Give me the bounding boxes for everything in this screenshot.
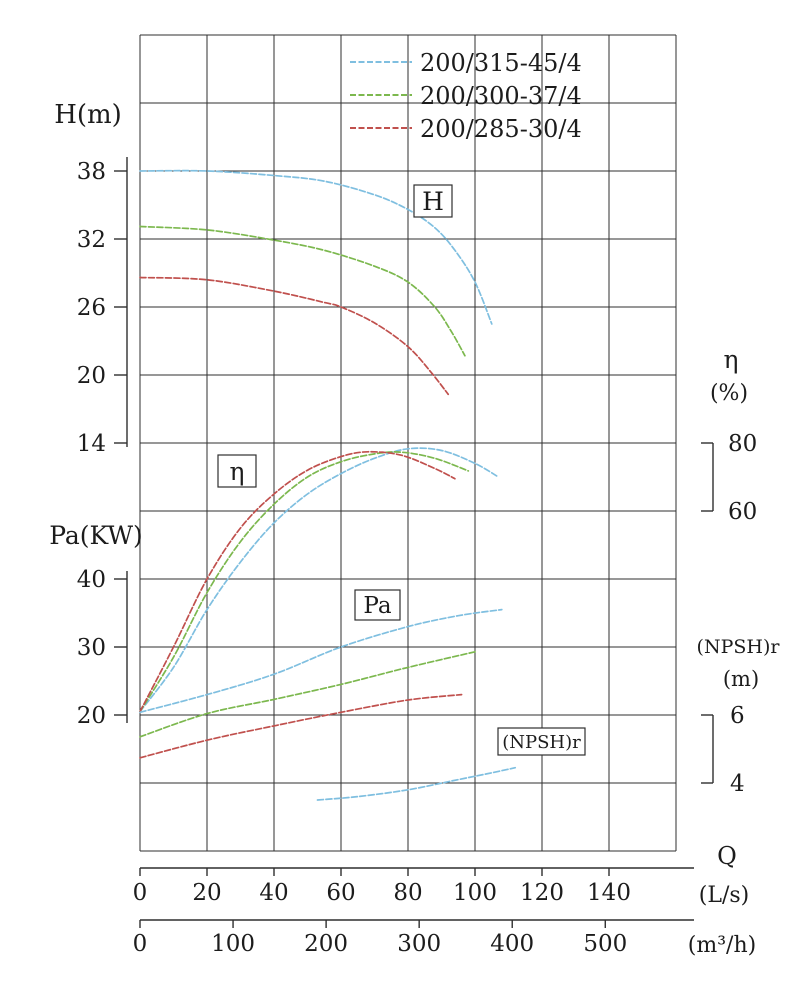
curve-Pa-red [139,693,463,759]
x-axis-tick-label-m3h: 200 [304,931,348,957]
axes: H(m)3832262014Pa(KW)403020η(%)8060(NPSH)… [49,100,780,958]
grid [139,34,677,852]
curves [139,169,517,801]
legend: 200/315-45/4 200/300-37/4 200/285-30/4 [350,49,582,143]
x-axis-tick-label-m3h: 100 [211,931,255,957]
h-axis-tick-label: 32 [77,227,106,253]
legend-label-blue: 200/315-45/4 [420,49,582,77]
x-axis-tick-label-m3h: 0 [133,931,148,957]
curve-label-box-H [413,184,453,218]
x-axis-tick-label-ls: 100 [453,880,497,906]
x-axis-tick-label-ls: 0 [133,880,148,906]
curve-label-H: H [422,187,444,216]
npsh-axis-tick-label: 6 [730,703,745,729]
pa-axis-tick-label: 40 [77,567,106,593]
legend-label-green: 200/300-37/4 [420,82,582,110]
pa-axis-tick-label: 20 [77,703,106,729]
curve-Pa-blue [139,608,503,714]
x-axis-tick-label-m3h: 400 [490,931,534,957]
x-axis-unit-ls: (L/s) [699,883,749,908]
pa-axis-tick-label: 30 [77,635,106,661]
curve-label-box-npshr [497,727,586,756]
pa-axis-title: Pa(KW) [49,521,143,550]
curve-H-blue [139,169,493,325]
curve-label-eta: η [230,457,245,486]
curve-NPSHr-blue [316,766,517,801]
eta-axis-tick-label: 80 [728,431,757,457]
x-axis-tick-label-ls: 40 [259,880,288,906]
h-axis-tick-label: 38 [77,159,106,185]
curve-H-red [139,276,450,396]
curve-label-boxes: Hη Pa (NPSH)r [217,184,586,756]
x-axis-tick-label-ls: 80 [393,880,422,906]
npsh-axis-unit: (m) [723,667,759,691]
eta-axis-title: η [724,345,739,374]
x-axis-tick-label-m3h: 300 [397,931,441,957]
x-axis-title: Q [717,842,737,870]
eta-axis-tick-label: 60 [728,499,757,525]
curve-eta-green [139,451,470,713]
curve-Pa-green [139,650,476,738]
legend-label-red: 200/285-30/4 [420,115,582,143]
h-axis-title: H(m) [54,100,122,130]
x-axis-tick-label-ls: 20 [192,880,221,906]
curve-label-box-Pa [354,589,401,621]
h-axis-tick-label: 20 [77,363,106,389]
x-axis-unit-m3h: (m³/h) [688,933,756,958]
x-axis-tick-label-m3h: 500 [583,931,627,957]
curve-eta-red [139,450,456,713]
npsh-axis-title: (NPSH)r [697,636,781,658]
eta-axis-unit: (%) [710,381,748,406]
curve-label-box-eta [217,454,257,488]
curve-label-npshr: (NPSH)r [502,732,581,753]
x-axis-tick-label-ls: 140 [587,880,631,906]
curve-H-green [139,225,466,357]
x-axis-tick-label-ls: 120 [520,880,564,906]
h-axis-tick-label: 26 [77,295,106,321]
npsh-axis-tick-label: 4 [730,771,745,797]
curve-label-Pa: Pa [363,593,391,619]
curve-eta-blue [139,447,500,713]
x-axis-tick-label-ls: 60 [326,880,355,906]
h-axis-tick-label: 14 [77,431,106,457]
